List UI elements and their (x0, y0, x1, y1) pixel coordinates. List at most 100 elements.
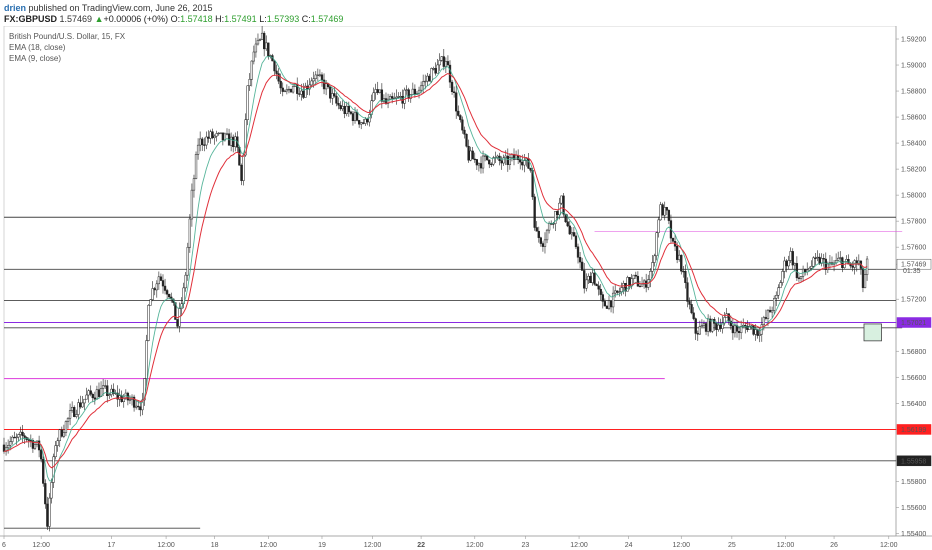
symbol-label[interactable]: FX:GBPUSD (4, 14, 58, 24)
candle-body (746, 325, 749, 330)
candle-body (364, 118, 367, 124)
candle-body (62, 432, 66, 437)
candle-body (733, 325, 737, 334)
candle-body (374, 89, 377, 94)
price-change: +0.00006 (+0%) (103, 14, 169, 24)
candle-body (329, 86, 332, 99)
candle-body (808, 267, 811, 271)
candle-body (157, 276, 161, 285)
candle-body (500, 160, 503, 164)
candle-body (448, 64, 452, 83)
candle-body (591, 272, 594, 284)
candle-body (444, 61, 448, 67)
candle-body (155, 283, 158, 291)
candle-body (655, 232, 658, 257)
y-tick-label: 1.55800 (901, 479, 926, 486)
x-tick-label: 24 (625, 542, 633, 549)
candle-body (388, 96, 392, 100)
candle-body (657, 219, 660, 233)
candle-body (219, 132, 222, 134)
candle-body (719, 324, 722, 329)
candle-body (215, 133, 218, 137)
plot-area[interactable] (0, 26, 932, 537)
price-chart[interactable]: 1.59200 1.59000 1.58800 1.58600 1.58400 1.582… (0, 26, 932, 550)
x-tick-label: 19 (318, 542, 326, 549)
candle-body (438, 60, 441, 66)
candle-body (320, 74, 324, 81)
candle-body (529, 168, 532, 171)
candle-body (793, 263, 796, 266)
candle-body (477, 163, 481, 166)
ema-lines (3, 56, 868, 482)
candle-body (110, 388, 113, 395)
x-tick-label: 12:00 (672, 542, 690, 549)
candle-body (186, 246, 189, 276)
x-tick-label: 18 (211, 542, 219, 549)
price-label-box (896, 258, 932, 270)
candle-body (145, 340, 148, 379)
candle-body (405, 89, 408, 91)
candle-body (58, 429, 61, 441)
y-tick-label: 1.59200 (901, 37, 926, 44)
plot-frame (3, 26, 897, 537)
candle-body (252, 51, 255, 62)
candle-body (861, 268, 865, 288)
candle-body (333, 93, 336, 97)
candle-body (519, 159, 522, 163)
candle-body (322, 79, 326, 90)
candle-body (232, 136, 235, 148)
x-tick-label: 26 (830, 542, 838, 549)
candle-body (661, 204, 664, 216)
candle-body (810, 265, 813, 269)
candle-body (73, 407, 76, 417)
x-tick-label: 17 (107, 542, 115, 549)
price-axis[interactable]: 1.59200 1.59000 1.58800 1.58600 1.58400 1.582… (896, 37, 932, 538)
candle-body (357, 120, 361, 125)
candle-body (851, 265, 854, 268)
candle-body (737, 331, 741, 334)
candle-body (614, 290, 617, 294)
time-axis[interactable]: 6 12:00 17 12:00 18 12:00 19 12:00 22 12:00 23 12:0… (2, 536, 898, 549)
candle-body (659, 204, 662, 221)
y-tick-label: 1.57021 (901, 320, 926, 327)
candle-body (83, 398, 86, 404)
candle-body (77, 402, 80, 415)
candle-body (839, 257, 842, 259)
candle-body (702, 323, 706, 326)
candle-body (17, 434, 20, 438)
ema9-line (3, 56, 868, 482)
candle-body (380, 89, 384, 102)
candle-body (289, 88, 293, 93)
candle-body (568, 225, 571, 235)
candle-body (339, 104, 342, 110)
candle-body (814, 257, 817, 259)
username-link[interactable]: drien (4, 3, 27, 13)
candle-body (523, 160, 526, 166)
candle-body (539, 237, 543, 244)
candle-body (471, 150, 474, 160)
candle-body (79, 402, 82, 408)
candle-body (490, 163, 493, 166)
candle-body (399, 96, 402, 98)
candle-body (436, 64, 439, 74)
candle-body (541, 243, 545, 247)
candle-body (213, 135, 216, 139)
candle-body (556, 211, 559, 216)
horizontal-levels (4, 216, 903, 529)
candle-body (21, 431, 24, 436)
candle-body (378, 89, 381, 93)
candle-body (95, 389, 99, 400)
low-value: 1.57393 (266, 14, 300, 24)
candle-body (692, 312, 695, 319)
candle-body (824, 258, 827, 270)
candle-body (23, 435, 26, 438)
candle-body (665, 207, 668, 211)
candle-body (789, 251, 792, 261)
candle-body (386, 98, 390, 104)
candle-body (101, 385, 105, 389)
candle-body (424, 80, 427, 83)
candle-body (593, 272, 596, 285)
candle-body (347, 105, 350, 113)
candle-body (207, 136, 210, 139)
candle-body (508, 157, 512, 165)
